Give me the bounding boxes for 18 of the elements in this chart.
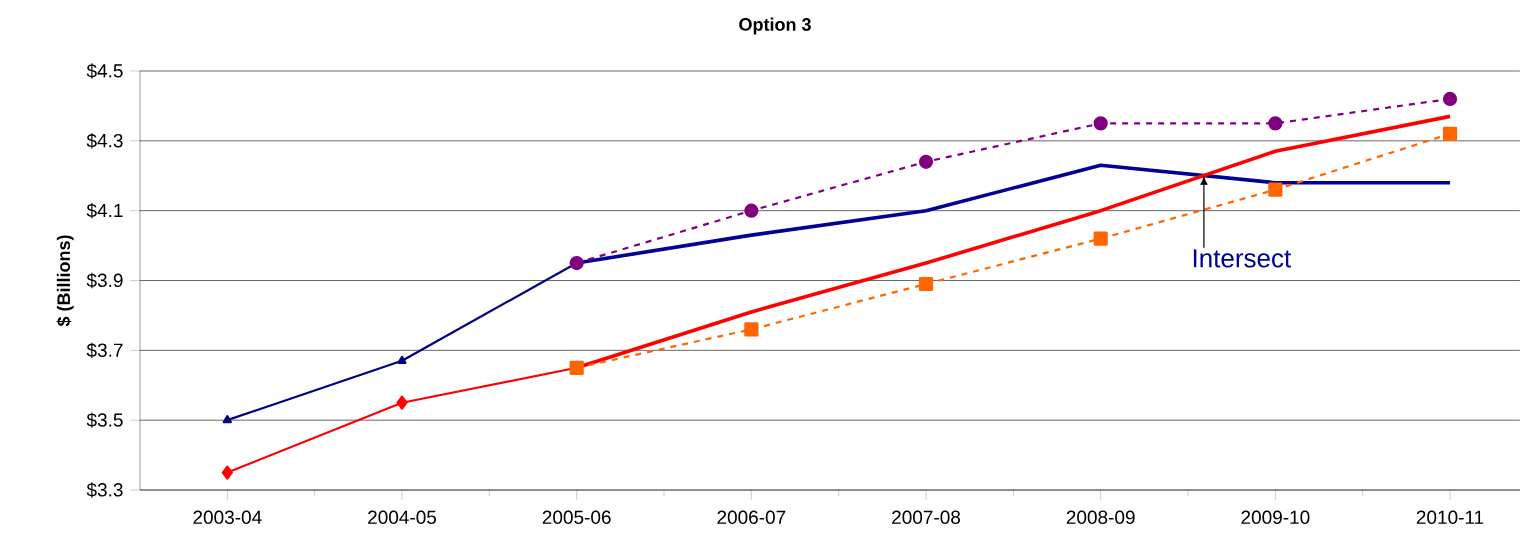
y-tick-label: $3.3 — [86, 482, 123, 498]
y-tick-label: $3.7 — [86, 342, 123, 359]
x-tick-label: 2006-07 — [717, 510, 786, 524]
annotation: Intersect — [1193, 249, 1292, 268]
y-tick-label: $3.5 — [86, 412, 123, 428]
x-tick-label: 2010-11 — [1416, 510, 1484, 524]
y-tick-label: $4.1 — [86, 202, 123, 219]
chart-title: Option 3 — [739, 17, 811, 35]
x-tick-label: 2007-08 — [892, 510, 961, 524]
y-tick-label: $3.9 — [86, 272, 123, 289]
x-tick-label: 2005-06 — [542, 510, 611, 524]
y-tick-label: $4.5 — [86, 63, 123, 79]
x-tick-label: 2008-09 — [1066, 510, 1135, 524]
x-tick-label: 2003-04 — [193, 510, 262, 524]
y-tick-label: $4.3 — [86, 133, 123, 149]
x-tick-label: 2004-05 — [368, 510, 437, 524]
x-tick-label: 2009-10 — [1241, 510, 1310, 524]
y-axis-title: $ (Billions) — [56, 235, 74, 327]
